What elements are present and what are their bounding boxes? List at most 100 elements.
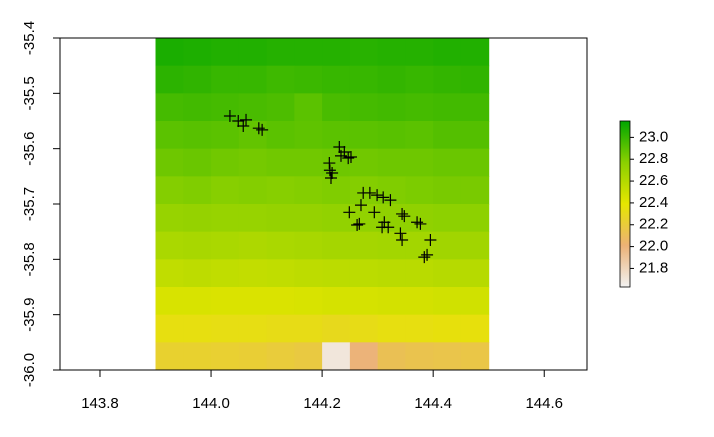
raster-cell — [460, 176, 490, 205]
raster-cell — [183, 342, 212, 371]
x-tick-label: 143.8 — [81, 395, 119, 412]
point — [368, 206, 381, 219]
raster-cell — [349, 121, 379, 150]
point — [344, 150, 357, 163]
raster-cell — [294, 65, 323, 94]
raster-cell — [155, 204, 184, 233]
raster-cell — [155, 121, 184, 150]
point — [396, 233, 409, 246]
raster-cell — [238, 176, 268, 205]
point — [398, 210, 411, 223]
raster-cell — [377, 314, 406, 343]
raster-cell — [322, 287, 351, 316]
point — [326, 167, 339, 180]
point — [421, 248, 434, 261]
raster-cell — [183, 314, 212, 343]
raster-cell — [460, 342, 490, 371]
raster-cell — [211, 121, 240, 150]
raster-cell — [433, 65, 462, 94]
raster-cell — [405, 148, 434, 177]
raster-cell — [405, 121, 434, 150]
raster-cell — [433, 259, 462, 288]
raster-cell — [405, 314, 434, 343]
raster-cell — [155, 93, 184, 122]
raster-cell — [460, 38, 490, 67]
legend-tick-label: 22.0 — [639, 238, 668, 255]
raster-cell — [377, 231, 406, 260]
raster-cell — [266, 314, 295, 343]
point — [256, 123, 269, 136]
raster-cell — [238, 231, 268, 260]
raster-cell — [238, 314, 268, 343]
raster-cell — [183, 287, 212, 316]
raster-cell — [405, 231, 434, 260]
point — [333, 141, 346, 154]
raster-cell — [266, 287, 295, 316]
point — [252, 122, 265, 135]
raster-cell — [433, 204, 462, 233]
raster-cell — [155, 176, 184, 205]
raster-cell — [183, 65, 212, 94]
raster-cell — [322, 38, 351, 67]
raster-cell — [405, 93, 434, 122]
point — [414, 217, 427, 230]
point — [424, 233, 437, 246]
raster-cell — [211, 314, 240, 343]
raster-cell — [183, 121, 212, 150]
raster-cell — [183, 231, 212, 260]
y-tick-label: -35.4 — [21, 21, 38, 55]
raster-cell — [405, 176, 434, 205]
raster-cell — [294, 259, 323, 288]
raster-cell — [266, 93, 295, 122]
raster-cell — [155, 38, 184, 67]
point — [240, 113, 253, 126]
raster-cell — [377, 38, 406, 67]
raster-cell — [238, 148, 268, 177]
raster-cell — [266, 148, 295, 177]
raster-cell — [349, 176, 379, 205]
raster-cell — [460, 231, 490, 260]
raster-cell — [377, 287, 406, 316]
legend-tick-label: 21.8 — [639, 259, 668, 276]
x-tick-label: 144.4 — [414, 395, 452, 412]
raster-cell — [349, 342, 379, 371]
raster-cell — [238, 287, 268, 316]
point — [363, 186, 376, 199]
raster-cell — [322, 121, 351, 150]
point — [323, 164, 336, 177]
point — [324, 171, 337, 184]
legend-tick-label: 22.2 — [639, 216, 668, 233]
raster-cell — [433, 93, 462, 122]
raster-cell — [266, 204, 295, 233]
raster-cell — [266, 65, 295, 94]
raster-cell — [377, 65, 406, 94]
raster-cell — [460, 287, 490, 316]
raster-cell — [183, 93, 212, 122]
raster-cell — [349, 314, 379, 343]
raster-cell — [155, 65, 184, 94]
raster-cell — [211, 231, 240, 260]
raster-cell — [238, 93, 268, 122]
raster-cell — [238, 38, 268, 67]
raster-cell — [266, 342, 295, 371]
raster-cell — [183, 38, 212, 67]
y-tick-label: -35.6 — [21, 132, 38, 166]
raster-cell — [405, 65, 434, 94]
raster-cell — [460, 65, 490, 94]
raster-cell — [433, 231, 462, 260]
point — [382, 221, 395, 234]
legend-bar — [619, 120, 631, 288]
raster-cell — [377, 259, 406, 288]
raster-cell — [183, 148, 212, 177]
raster-cell — [322, 231, 351, 260]
raster-cell — [433, 121, 462, 150]
legend-tick-label: 23.0 — [639, 128, 668, 145]
point — [353, 217, 366, 230]
raster-cell — [405, 259, 434, 288]
raster-cell — [433, 287, 462, 316]
raster-cell — [155, 342, 184, 371]
raster-cell — [294, 93, 323, 122]
raster-cell — [322, 342, 351, 371]
raster-cell — [377, 121, 406, 150]
y-tick-label: -36.0 — [21, 353, 38, 387]
